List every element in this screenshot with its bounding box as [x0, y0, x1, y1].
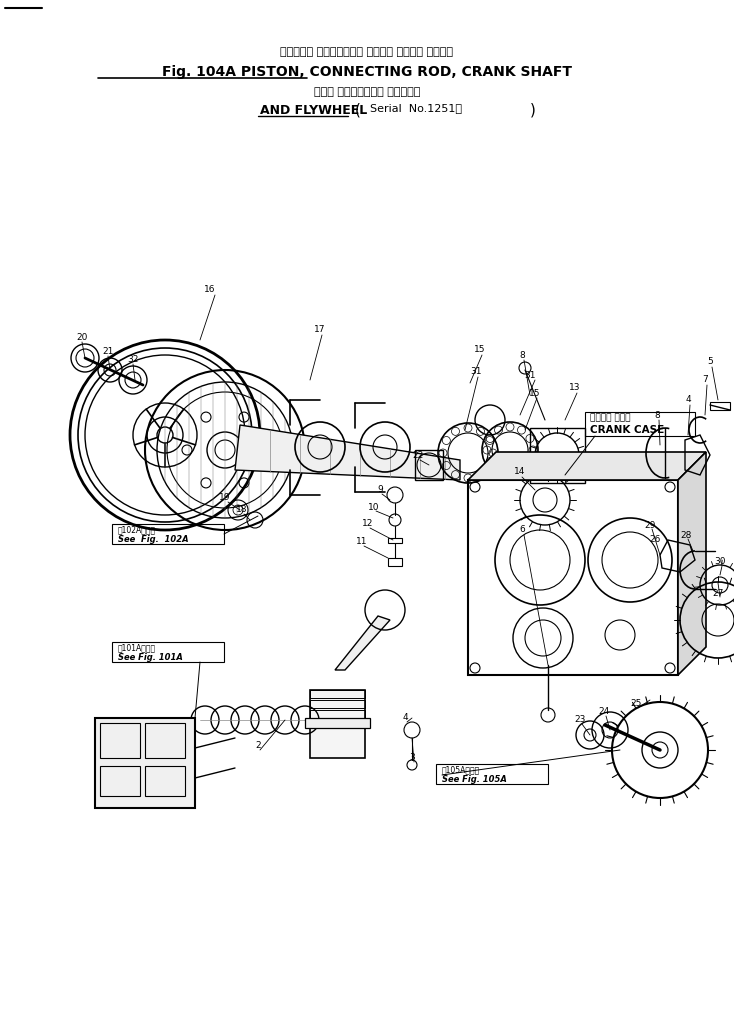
Text: 29: 29: [644, 521, 655, 530]
Text: ): ): [530, 103, 536, 118]
Text: 10: 10: [368, 502, 379, 512]
Text: CRANK CASE: CRANK CASE: [590, 425, 664, 435]
Text: 32: 32: [127, 355, 139, 364]
Text: 21: 21: [102, 347, 114, 356]
Text: 6: 6: [519, 526, 525, 535]
Bar: [310, 690, 365, 698]
Bar: [388, 538, 402, 543]
Bar: [145, 723, 185, 758]
Polygon shape: [335, 616, 390, 670]
Text: 8: 8: [519, 350, 525, 359]
Bar: [585, 412, 695, 436]
Bar: [710, 402, 730, 410]
Bar: [112, 642, 224, 662]
Bar: [388, 558, 402, 566]
Text: 8: 8: [654, 410, 660, 419]
Bar: [112, 524, 224, 544]
Text: 第101A図参照: 第101A図参照: [118, 644, 156, 653]
Text: Serial  No.1251～: Serial No.1251～: [370, 103, 462, 113]
Text: 20: 20: [76, 334, 87, 342]
Text: 2: 2: [255, 742, 261, 750]
Bar: [530, 428, 585, 483]
Text: 12: 12: [363, 520, 374, 529]
Text: (: (: [355, 103, 361, 118]
Text: 4: 4: [685, 396, 691, 405]
Bar: [145, 766, 185, 796]
Bar: [415, 450, 443, 480]
Text: 5: 5: [707, 357, 713, 366]
Text: 26: 26: [650, 536, 661, 544]
Text: 16: 16: [204, 285, 216, 294]
Text: 17: 17: [314, 326, 326, 335]
Text: 24: 24: [598, 707, 610, 717]
Text: 18: 18: [236, 505, 248, 515]
Bar: [436, 764, 548, 784]
Polygon shape: [235, 425, 460, 480]
Bar: [310, 710, 365, 718]
Text: 15: 15: [474, 345, 486, 354]
Bar: [100, 766, 140, 796]
Text: 9: 9: [377, 485, 383, 494]
Bar: [310, 700, 365, 708]
Text: クランク ケース: クランク ケース: [590, 413, 631, 422]
Text: 19: 19: [219, 493, 230, 502]
Text: 第102A図参照: 第102A図参照: [118, 526, 156, 535]
Text: 31: 31: [470, 367, 482, 377]
Text: See  Fig.  102A: See Fig. 102A: [118, 536, 189, 544]
Text: See Fig. 105A: See Fig. 105A: [442, 775, 507, 785]
Text: 23: 23: [574, 716, 586, 725]
Text: 14: 14: [515, 468, 526, 476]
Bar: [468, 480, 678, 675]
Text: および フライホイール （適用号機: および フライホイール （適用号機: [314, 87, 420, 97]
Text: 3: 3: [409, 753, 415, 762]
Text: 13: 13: [570, 384, 581, 393]
Text: 30: 30: [714, 557, 726, 566]
Text: 28: 28: [680, 531, 691, 540]
Text: 27: 27: [712, 589, 724, 598]
Polygon shape: [468, 452, 706, 480]
Bar: [100, 723, 140, 758]
Text: 31: 31: [524, 370, 536, 380]
Text: ピストン， コネクティング ロッド， クランク シャフト: ピストン， コネクティング ロッド， クランク シャフト: [280, 47, 454, 57]
Text: 25: 25: [631, 699, 642, 708]
Text: Fig. 104A PISTON, CONNECTING ROD, CRANK SHAFT: Fig. 104A PISTON, CONNECTING ROD, CRANK …: [162, 65, 572, 79]
Text: 7: 7: [702, 376, 708, 385]
Polygon shape: [678, 452, 706, 675]
Text: 22: 22: [413, 451, 424, 460]
Text: AND FLYWHEEL: AND FLYWHEEL: [260, 104, 367, 117]
Text: 第105A図参照: 第105A図参照: [442, 765, 480, 774]
Text: See Fig. 101A: See Fig. 101A: [118, 654, 183, 663]
Text: 15: 15: [529, 389, 541, 398]
Bar: [310, 690, 365, 758]
Text: 4: 4: [402, 714, 408, 723]
Bar: [305, 718, 370, 728]
Text: 11: 11: [356, 538, 368, 546]
Bar: [95, 718, 195, 808]
